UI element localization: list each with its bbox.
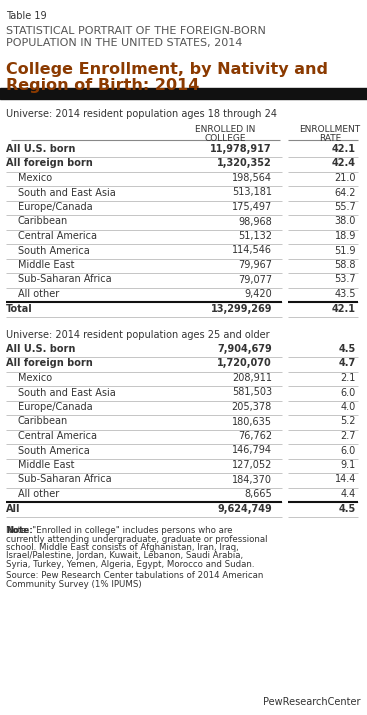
Text: 127,052: 127,052 [232,460,272,470]
Text: Region of Birth: 2014: Region of Birth: 2014 [6,78,199,93]
Text: 8,665: 8,665 [244,489,272,499]
Text: 51.9: 51.9 [334,245,356,255]
Text: 9,420: 9,420 [244,289,272,299]
Text: 581,503: 581,503 [232,388,272,398]
Text: Universe: 2014 resident population ages 25 and older: Universe: 2014 resident population ages … [6,330,270,340]
Text: Israel/Palestine, Jordan, Kuwait, Lebanon, Saudi Arabia,: Israel/Palestine, Jordan, Kuwait, Lebano… [6,551,243,561]
Text: All foreign born: All foreign born [6,358,93,368]
Text: RATE: RATE [319,134,341,143]
Text: All U.S. born: All U.S. born [6,344,75,354]
Text: Syria, Turkey, Yemen, Algeria, Egypt, Morocco and Sudan.: Syria, Turkey, Yemen, Algeria, Egypt, Mo… [6,560,254,569]
Text: 208,911: 208,911 [232,373,272,383]
Text: Table 19: Table 19 [6,11,47,21]
Text: Sub-Saharan Africa: Sub-Saharan Africa [18,275,112,285]
Text: 1,720,070: 1,720,070 [217,358,272,368]
Text: 53.7: 53.7 [334,275,356,285]
Text: Caribbean: Caribbean [18,217,68,227]
Text: Note: "Enrolled in college" includes persons who are: Note: "Enrolled in college" includes per… [6,526,233,535]
Text: Europe/Canada: Europe/Canada [18,402,92,412]
Text: 38.0: 38.0 [335,217,356,227]
Text: South America: South America [18,445,90,455]
Text: ENROLLMENT: ENROLLMENT [299,125,360,134]
Text: All: All [6,503,21,513]
Text: 513,181: 513,181 [232,187,272,197]
Text: 18.9: 18.9 [335,231,356,241]
Text: 184,370: 184,370 [232,475,272,485]
Text: 4.7: 4.7 [339,358,356,368]
Text: 13,299,269: 13,299,269 [211,303,272,313]
Text: Central America: Central America [18,431,97,441]
Text: Sub-Saharan Africa: Sub-Saharan Africa [18,475,112,485]
Text: All other: All other [18,289,59,299]
Text: 180,635: 180,635 [232,417,272,427]
Text: 4.5: 4.5 [339,503,356,513]
Text: 205,378: 205,378 [232,402,272,412]
Text: Mexico: Mexico [18,173,52,183]
Text: All U.S. born: All U.S. born [6,144,75,154]
Text: school. Middle East consists of Afghanistan, Iran, Iraq,: school. Middle East consists of Afghanis… [6,543,239,552]
Bar [0,88,367,99]
Text: Mexico: Mexico [18,373,52,383]
Text: 2.7: 2.7 [341,431,356,441]
Text: 64.2: 64.2 [334,187,356,197]
Text: 42.4: 42.4 [332,159,356,169]
Text: Central America: Central America [18,231,97,241]
Text: 175,497: 175,497 [232,202,272,212]
Text: Total: Total [6,303,33,313]
Text: POPULATION IN THE UNITED STATES, 2014: POPULATION IN THE UNITED STATES, 2014 [6,38,242,48]
Text: 9.1: 9.1 [341,460,356,470]
Text: South and East Asia: South and East Asia [18,388,116,398]
Text: South America: South America [18,245,90,255]
Text: 2.1: 2.1 [341,373,356,383]
Text: College Enrollment, by Nativity and: College Enrollment, by Nativity and [6,62,328,77]
Text: 1,320,352: 1,320,352 [217,159,272,169]
Text: Caribbean: Caribbean [18,417,68,427]
Text: 55.7: 55.7 [334,202,356,212]
Text: 58.8: 58.8 [334,260,356,270]
Text: 4.4: 4.4 [341,489,356,499]
Text: 6.0: 6.0 [341,388,356,398]
Text: 198,564: 198,564 [232,173,272,183]
Text: Middle East: Middle East [18,260,75,270]
Text: Universe: 2014 resident population ages 18 through 24: Universe: 2014 resident population ages … [6,109,277,119]
Text: 79,077: 79,077 [238,275,272,285]
Text: Middle East: Middle East [18,460,75,470]
Text: 76,762: 76,762 [238,431,272,441]
Text: South and East Asia: South and East Asia [18,187,116,197]
Text: Source: Pew Research Center tabulations of 2014 American: Source: Pew Research Center tabulations … [6,571,264,581]
Text: 79,967: 79,967 [238,260,272,270]
Text: 43.5: 43.5 [334,289,356,299]
Text: 6.0: 6.0 [341,445,356,455]
Text: 7,904,679: 7,904,679 [217,344,272,354]
Text: PewResearchCenter: PewResearchCenter [262,697,360,707]
Text: 114,546: 114,546 [232,245,272,255]
Text: 51,132: 51,132 [238,231,272,241]
Text: STATISTICAL PORTRAIT OF THE FOREIGN-BORN: STATISTICAL PORTRAIT OF THE FOREIGN-BORN [6,26,266,36]
Text: COLLEGE: COLLEGE [204,134,246,143]
Text: 21.0: 21.0 [334,173,356,183]
Text: 11,978,917: 11,978,917 [210,144,272,154]
Text: Community Survey (1% IPUMS): Community Survey (1% IPUMS) [6,580,142,589]
Text: currently attending undergraduate, graduate or professional: currently attending undergraduate, gradu… [6,535,268,543]
Text: 9,624,749: 9,624,749 [217,503,272,513]
Text: All other: All other [18,489,59,499]
Text: ENROLLED IN: ENROLLED IN [195,125,255,134]
Text: 4.0: 4.0 [341,402,356,412]
Text: Note:: Note: [6,526,33,535]
Text: 14.4: 14.4 [335,475,356,485]
Text: 146,794: 146,794 [232,445,272,455]
Text: 42.1: 42.1 [332,144,356,154]
Text: Europe/Canada: Europe/Canada [18,202,92,212]
Text: 5.2: 5.2 [341,417,356,427]
Text: 4.5: 4.5 [339,344,356,354]
Text: 98,968: 98,968 [238,217,272,227]
Text: All foreign born: All foreign born [6,159,93,169]
Text: 42.1: 42.1 [332,303,356,313]
